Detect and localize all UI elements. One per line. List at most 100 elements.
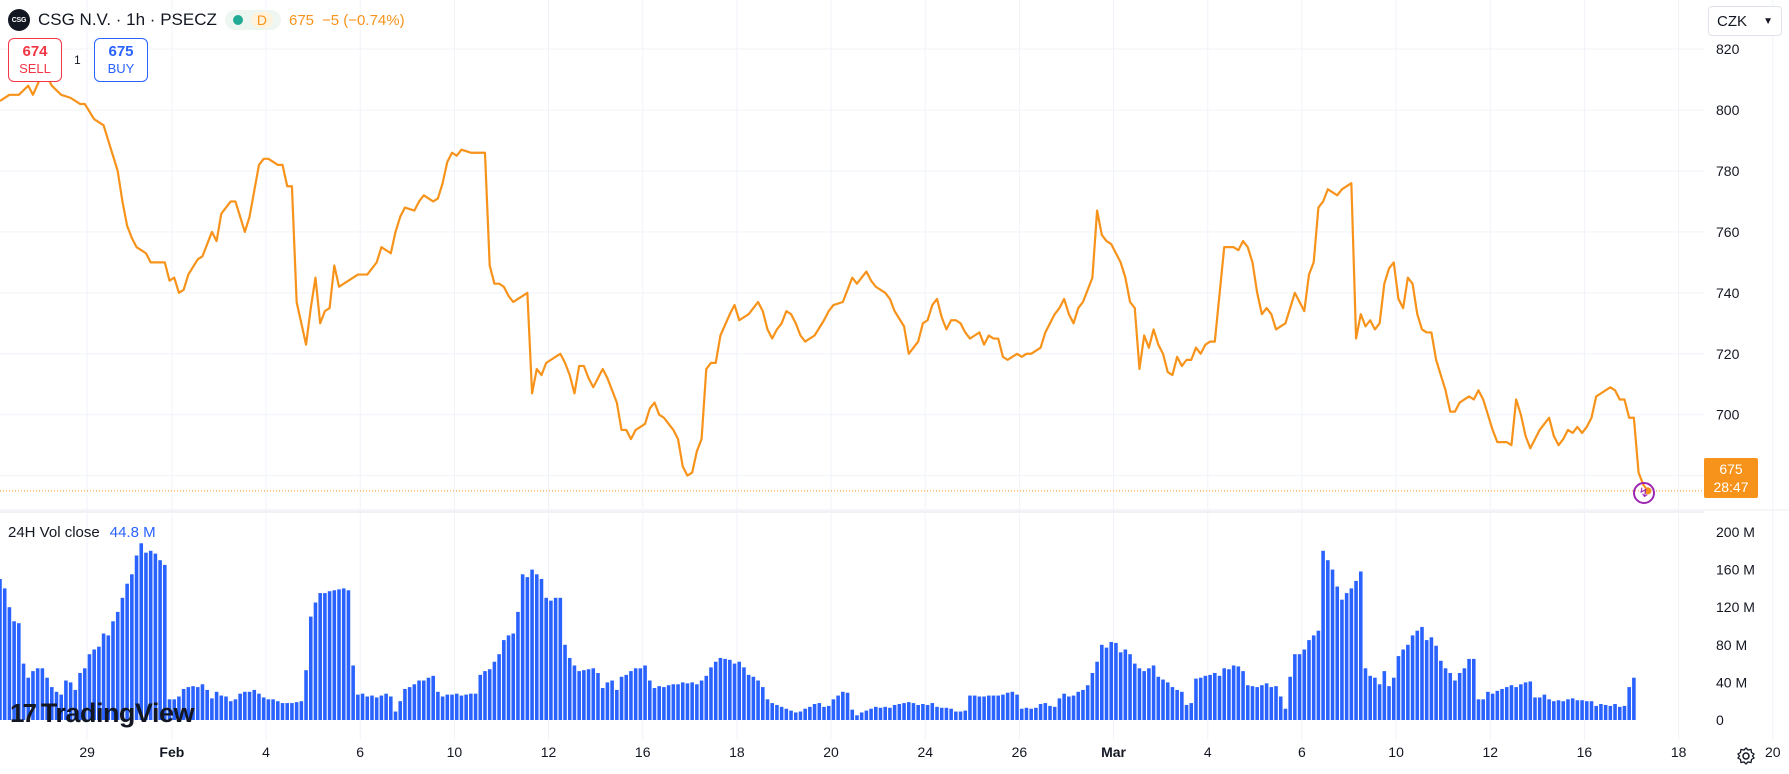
chevron-down-icon: ▼ xyxy=(1763,15,1773,27)
volume-bar xyxy=(1354,580,1358,720)
volume-bar xyxy=(1236,666,1241,720)
price-tick-label: 700 xyxy=(1716,407,1740,423)
volume-bar xyxy=(469,693,473,720)
volume-bar xyxy=(1406,644,1410,720)
volume-bar xyxy=(652,688,657,720)
buy-button[interactable]: 675 BUY xyxy=(94,38,148,82)
volume-bar xyxy=(1184,704,1189,720)
volume-bar xyxy=(1151,665,1156,720)
volume-bar xyxy=(534,574,539,720)
volume-bar xyxy=(803,708,807,720)
volume-bar xyxy=(558,597,563,720)
volume-bar xyxy=(864,710,869,720)
volume-bar xyxy=(158,560,162,720)
volume-bar xyxy=(987,695,991,720)
volume-bar xyxy=(911,703,916,720)
volume-bar xyxy=(238,693,242,720)
volume-bar xyxy=(728,659,732,720)
volume-bar xyxy=(1302,649,1307,720)
settings-gear-icon[interactable] xyxy=(1736,746,1756,766)
volume-bar xyxy=(704,675,709,720)
volume-bar xyxy=(106,635,111,720)
tradingview-watermark[interactable]: 17 TradingView xyxy=(10,698,194,729)
volume-bar xyxy=(1316,630,1321,720)
volume-bar xyxy=(539,579,544,720)
volume-bar xyxy=(713,661,718,720)
volume-tick-label: 40 M xyxy=(1716,674,1747,690)
volume-bar xyxy=(421,680,426,720)
volume-bar xyxy=(916,704,920,720)
price-tick-label: 740 xyxy=(1716,285,1740,301)
volume-bar xyxy=(50,687,54,720)
volume-bar xyxy=(214,691,219,720)
volume-bar xyxy=(695,684,699,720)
volume-bar xyxy=(1552,701,1556,720)
volume-bar xyxy=(365,696,370,720)
volume-bar xyxy=(765,699,770,720)
volume-bar xyxy=(454,693,459,720)
tradingview-logo-icon: 17 xyxy=(10,698,37,728)
volume-bar xyxy=(1245,685,1250,720)
volume-bar xyxy=(487,669,492,720)
volume-bar xyxy=(40,668,45,720)
volume-bar xyxy=(996,695,1001,720)
volume-bar xyxy=(1109,641,1114,720)
volume-bar xyxy=(327,591,332,720)
volume-legend[interactable]: 24H Vol close 44.8 M xyxy=(8,524,156,541)
volume-bar xyxy=(219,695,224,720)
volume-bar xyxy=(1005,692,1010,720)
volume-bar xyxy=(1213,673,1217,720)
market-status[interactable]: D xyxy=(224,10,281,30)
volume-bar xyxy=(87,654,92,720)
lightning-alert-icon[interactable]: ↯ xyxy=(1633,482,1655,504)
volume-bar xyxy=(798,711,803,720)
volume-bar xyxy=(1274,686,1278,720)
volume-bar xyxy=(845,692,850,720)
volume-bar xyxy=(690,682,694,720)
volume-bar xyxy=(855,715,859,720)
time-tick-label: 4 xyxy=(1204,744,1212,760)
volume-bar xyxy=(210,698,214,720)
currency-dropdown[interactable]: CZK ▼ xyxy=(1708,6,1782,36)
volume-bar xyxy=(1161,679,1165,720)
volume-bar xyxy=(709,667,713,720)
volume-bar xyxy=(82,668,87,720)
volume-bar xyxy=(1180,691,1184,720)
volume-bar xyxy=(1424,640,1429,720)
time-tick-label: 20 xyxy=(1765,744,1781,760)
volume-bar xyxy=(760,687,765,720)
volume-bar xyxy=(605,682,610,720)
sell-label: SELL xyxy=(19,61,51,76)
volume-bar xyxy=(407,687,412,720)
volume-bar xyxy=(59,694,64,720)
volume-bar xyxy=(252,689,257,720)
volume-bar xyxy=(577,671,581,720)
sell-button[interactable]: 674 SELL xyxy=(8,38,62,82)
volume-axis[interactable]: 200 M 160 M 120 M 80 M 40 M 0 xyxy=(1716,524,1755,728)
volume-bar xyxy=(1071,695,1076,720)
volume-bar xyxy=(130,574,134,720)
price-axis[interactable]: 820800780760740720700680 xyxy=(1716,41,1740,483)
symbol-title[interactable]: CSG N.V. · 1h · PSECZ xyxy=(38,10,217,29)
volume-bar xyxy=(954,711,958,720)
time-tick-label: 18 xyxy=(1671,744,1687,760)
volume-bar xyxy=(31,671,35,720)
volume-bar xyxy=(1278,696,1283,720)
volume-bar xyxy=(643,665,647,720)
volume-bar xyxy=(756,680,760,720)
volume-bar xyxy=(1062,693,1066,720)
time-axis[interactable]: 29 Feb 4 6 10 12 16 18 20 24 26 Mar 4 6 10 12 16 18 20 xyxy=(79,744,1780,760)
volume-bar xyxy=(205,689,209,720)
delayed-data-badge: D xyxy=(250,12,273,28)
volume-bar xyxy=(506,635,511,720)
volume-bar xyxy=(134,555,139,720)
volume-bar xyxy=(26,677,31,720)
time-tick-label: 18 xyxy=(729,744,745,760)
volume-bar xyxy=(817,703,822,720)
volume-bar xyxy=(1311,635,1316,720)
volume-bar xyxy=(502,640,506,720)
volume-bar xyxy=(1349,588,1354,720)
volume-bar xyxy=(1580,700,1584,720)
last-price: 675 xyxy=(289,11,315,29)
